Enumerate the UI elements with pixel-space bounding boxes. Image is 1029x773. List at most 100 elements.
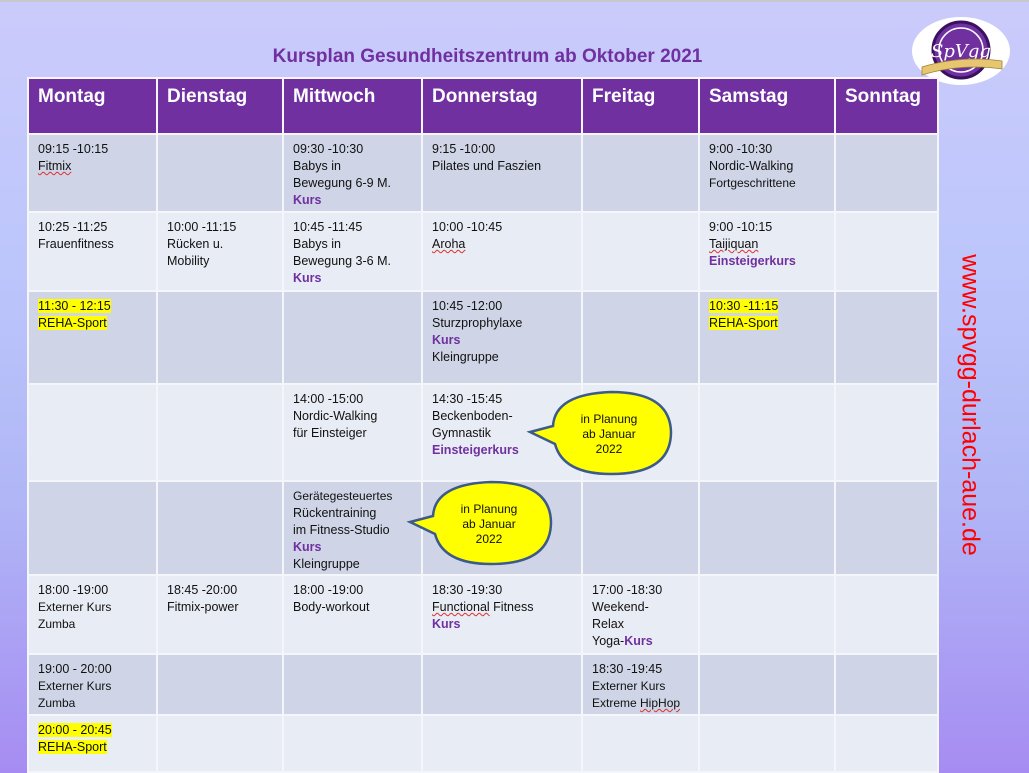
course-line: Rücken u.: [167, 236, 282, 253]
course-text: Beckenboden-: [432, 409, 513, 423]
course-text: 10:00 -10:45: [432, 220, 503, 234]
day-header-row: Montag Dienstag Mittwoch Donnerstag Freitag S…: [27, 77, 939, 135]
course-cell-donnerstag: 10:00 -10:45 Aroha: [421, 211, 583, 292]
course-text: Nordic-Walking: [293, 409, 378, 423]
course-text: 10:45 -11:45: [293, 220, 363, 234]
course-text: 10:25 -11:25: [38, 220, 108, 234]
course-text: Taijiquan: [709, 237, 759, 251]
course-text: 14:30 -15:45: [432, 392, 503, 406]
course-text: für Einsteiger: [293, 426, 367, 440]
website-url[interactable]: www.spvgg-durlach-aue.de: [955, 230, 985, 580]
course-cell-mittwoch: 10:45 -11:45 Babys in Bewegung 3-6 M. Kurs: [282, 211, 423, 292]
course-cell-samstag: [698, 383, 836, 482]
course-text: 17:00 -18:30: [592, 583, 663, 597]
course-cell-dienstag: [156, 653, 284, 716]
course-line: Zumba: [38, 616, 156, 633]
time-slot-row: 10:25 -11:25 Frauenfitness 10:00 -11:15 Rüc…: [27, 211, 939, 292]
day-header-montag: Montag: [27, 77, 158, 135]
callout-text: in Planung: [460, 502, 518, 516]
course-line: 18:00 -19:00: [293, 582, 421, 599]
course-text: 18:30 -19:30: [432, 583, 503, 597]
course-cell-dienstag: [156, 133, 284, 213]
course-cell-mittwoch: [282, 714, 423, 773]
course-line: Fortgeschrittene: [709, 175, 834, 192]
course-text: REHA-Sport: [38, 740, 107, 754]
time-slot-row: 19:00 - 20:00 Externer Kurs Zumba 18:30 -19…: [27, 653, 939, 716]
course-line: 11:30 - 12:15: [38, 298, 156, 315]
course-line: 9:15 -10:00: [432, 141, 581, 158]
course-text: Pilates und Faszien: [432, 159, 542, 173]
course-line: Yoga-Kurs: [592, 633, 698, 650]
course-line: Rückentraining: [293, 505, 421, 522]
course-line: Externer Kurs: [38, 678, 156, 695]
speech-bubble-icon: [526, 390, 673, 476]
callout-text: ab Januar: [462, 517, 516, 531]
course-cell-freitag: [581, 211, 700, 292]
course-line: Einsteigerkurs: [432, 442, 581, 459]
course-line: Frauenfitness: [38, 236, 156, 253]
course-cell-mittwoch: [282, 653, 423, 716]
course-text: Body-workout: [293, 600, 370, 614]
course-text: Bewegung 3-6 M.: [293, 254, 391, 268]
course-line: Fitmix-power: [167, 599, 282, 616]
course-text: Relax: [592, 617, 624, 631]
course-text: Externer Kurs: [38, 679, 112, 693]
course-text: Externer Kurs: [592, 679, 666, 693]
club-logo: SpVgg: [912, 17, 1010, 85]
course-text: Fitmix: [38, 159, 72, 173]
course-type-label: Kurs: [432, 333, 461, 347]
course-line: Gymnastik: [432, 425, 581, 442]
course-cell-mittwoch: Gerätegesteuertes Rückentraining im Fitnes…: [282, 480, 423, 576]
course-cell-sonntag: [834, 653, 939, 716]
course-cell-sonntag: [834, 211, 939, 292]
course-line: Weekend-: [592, 599, 698, 616]
callout-planning-mittwoch: in Planung ab Januar 2022: [405, 478, 555, 568]
course-cell-samstag: [698, 653, 836, 716]
course-line: Kurs: [293, 539, 421, 556]
course-cell-samstag: 10:30 -11:15 REHA-Sport: [698, 290, 836, 385]
course-cell-sonntag: [834, 290, 939, 385]
course-text: Functional: [432, 600, 490, 614]
course-line: 9:00 -10:15: [709, 219, 834, 236]
course-text: Nordic-Walking: [709, 159, 794, 173]
course-line: Kurs: [432, 332, 581, 349]
course-line: Kurs: [432, 616, 581, 633]
course-text: Fitmix-power: [167, 600, 239, 614]
course-text: Gymnastik: [432, 426, 492, 440]
course-cell-samstag: [698, 480, 836, 576]
course-cell-sonntag: [834, 383, 939, 482]
day-header-donnerstag: Donnerstag: [421, 77, 583, 135]
callout-text: in Planung: [580, 412, 638, 426]
course-line: Gerätegesteuertes: [293, 488, 421, 505]
course-text: Gerätegesteuertes: [293, 489, 393, 503]
course-text: REHA-Sport: [38, 316, 107, 330]
course-line: 20:00 - 20:45: [38, 722, 156, 739]
course-text: Weekend-: [592, 600, 649, 614]
course-cell-dienstag: [156, 714, 284, 773]
course-cell-mittwoch: [282, 290, 423, 385]
course-line: Pilates und Faszien: [432, 158, 581, 175]
course-type-label: Kurs: [432, 617, 461, 631]
course-line: Relax: [592, 616, 698, 633]
course-text: 20:00 - 20:45: [38, 723, 112, 737]
svg-text:SpVgg: SpVgg: [931, 41, 991, 62]
course-text: Babys in: [293, 237, 341, 251]
course-text: Kleingruppe: [293, 557, 360, 571]
course-line: 9:00 -10:30: [709, 141, 834, 158]
course-line: Externer Kurs: [38, 599, 156, 616]
course-text: 10:00 -11:15: [167, 220, 237, 234]
course-line: Babys in: [293, 158, 421, 175]
course-text: im Fitness-Studio: [293, 523, 390, 537]
website-link[interactable]: www.spvgg-durlach-aue.de: [956, 254, 985, 556]
callout-text: 2022: [595, 442, 623, 456]
course-text: 9:15 -10:00: [432, 142, 496, 156]
day-header-freitag: Freitag: [581, 77, 700, 135]
course-cell-montag: 11:30 - 12:15 REHA-Sport: [27, 290, 158, 385]
course-line: 09:15 -10:15: [38, 141, 156, 158]
course-line: im Fitness-Studio: [293, 522, 421, 539]
course-text: 14:00 -15:00: [293, 392, 364, 406]
course-type-label: Kurs: [293, 271, 322, 285]
course-line: 19:00 - 20:00: [38, 661, 156, 678]
course-cell-sonntag: [834, 714, 939, 773]
course-type-label: Kurs: [293, 193, 322, 207]
